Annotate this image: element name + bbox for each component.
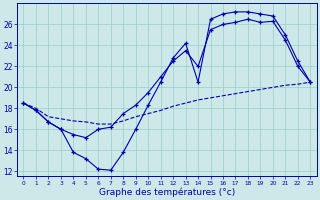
X-axis label: Graphe des températures (°c): Graphe des températures (°c) — [99, 187, 235, 197]
